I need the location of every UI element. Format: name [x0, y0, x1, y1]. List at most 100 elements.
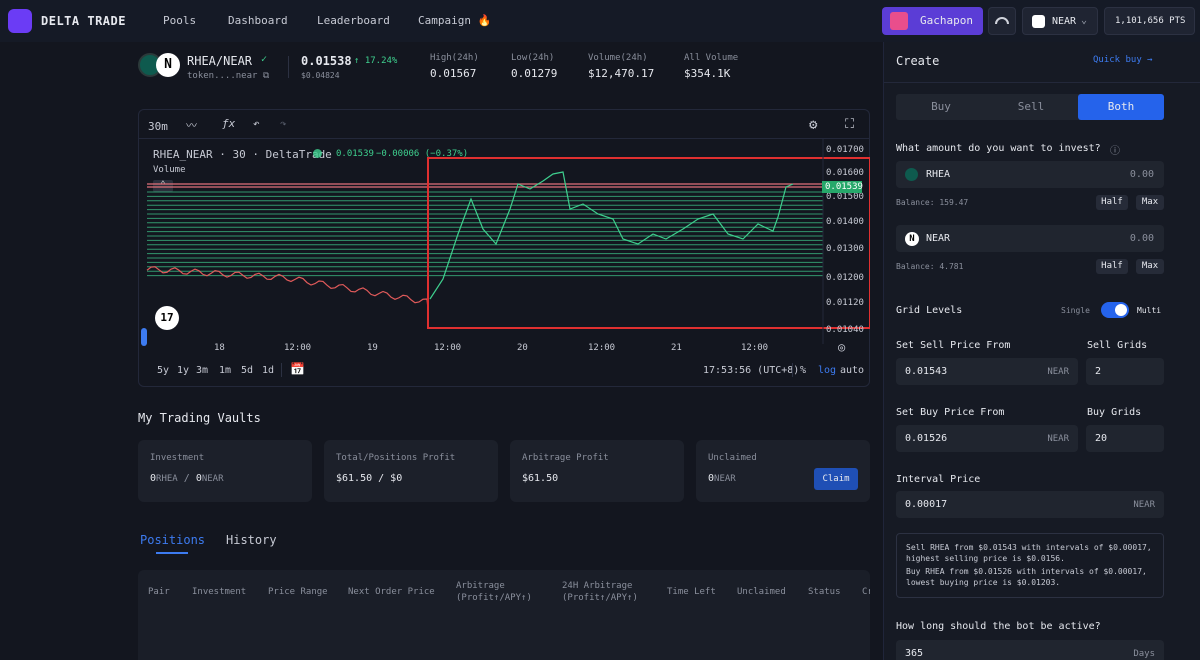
undo-icon[interactable]: ↶ [253, 117, 260, 130]
sell-grids-value: 2 [1095, 366, 1102, 377]
price-chart[interactable] [138, 109, 870, 387]
chart-time: 17:53:56 (UTC+8) [703, 365, 800, 376]
auto-toggle[interactable]: auto [840, 365, 865, 376]
stat-allvol-label: All Volume [684, 53, 739, 63]
near-unit: NEAR [201, 474, 224, 484]
price-change: ↑ 17.24% [354, 56, 398, 66]
scroll-handle[interactable] [141, 328, 147, 346]
network-label: NEAR [1052, 16, 1077, 27]
nav-campaign[interactable]: Campaign 🔥 [418, 14, 492, 27]
range-1d[interactable]: 1d [262, 365, 275, 376]
rhea-icon [905, 168, 918, 181]
collapse-icon[interactable]: ⌃ [153, 180, 173, 192]
interval-value: 0.00017 [905, 499, 948, 510]
fullscreen-icon[interactable]: ⛶ [845, 117, 855, 132]
gauge-icon [995, 17, 1009, 25]
stat-allvol-value: $354.1K [684, 67, 731, 80]
sell-price-input[interactable]: 0.01543 NEAR [896, 358, 1078, 385]
points-label: 1,101,656 PTS [1115, 16, 1186, 26]
range-5d[interactable]: 5d [241, 365, 254, 376]
buy-grids-input[interactable]: 20 [1086, 425, 1164, 452]
buy-price-input[interactable]: 0.01526 NEAR [896, 425, 1078, 452]
rhea-amount-input[interactable]: RHEA 0.00 [896, 161, 1164, 188]
tab-history[interactable]: History [226, 533, 277, 547]
col-header: Investment [192, 587, 247, 597]
x-tick: 21 [671, 343, 682, 353]
range-3m[interactable]: 3m [196, 365, 209, 376]
col-header: Pair [148, 587, 170, 597]
grid-mode-toggle[interactable] [1101, 302, 1129, 318]
tab-positions[interactable]: Positions [140, 533, 206, 547]
col-header: Status [808, 587, 841, 597]
create-title: Create [896, 54, 940, 68]
tradingview-logo-icon[interactable]: 17 [155, 306, 179, 330]
near-max-button[interactable]: Max [1136, 259, 1164, 274]
redo-icon[interactable]: ↷ [280, 117, 287, 130]
tab-both[interactable]: Both [1078, 94, 1164, 120]
unclaimed-value: 0NEAR [708, 473, 736, 484]
copy-icon[interactable]: ⧉ [262, 71, 270, 81]
info-icon[interactable]: ⓘ [1110, 146, 1120, 157]
x-tick: 18 [214, 343, 225, 353]
points-badge[interactable]: 1,101,656 PTS [1104, 7, 1195, 35]
stat-high-value: 0.01567 [430, 67, 477, 80]
tab-sell[interactable]: Sell [1017, 100, 1045, 113]
price-series-red [146, 266, 429, 310]
tab-buy[interactable]: Buy [931, 100, 951, 113]
interval-input[interactable]: 0.00017 NEAR [896, 491, 1164, 518]
chart-legend: RHEA_NEAR · 30 · DeltaTrade [153, 148, 332, 161]
sell-grids-input[interactable]: 2 [1086, 358, 1164, 385]
duration-input[interactable]: 365 Days [896, 640, 1164, 660]
log-toggle[interactable]: log [818, 365, 837, 376]
col-header: 24H Arbitrage (Profit↑/APY↑) [562, 581, 638, 603]
status-dot [313, 149, 322, 158]
near-amount: 0 [195, 473, 202, 484]
range-5y[interactable]: 5y [157, 365, 170, 376]
price-usd: $0.04824 [301, 71, 340, 80]
date-range-icon[interactable]: 📅 [290, 362, 305, 376]
chart-settings-icon[interactable]: ◎ [838, 340, 846, 354]
col-header: Arbitrage (Profit↑/APY↑) [456, 581, 532, 603]
vault-card-profit: Total/Positions Profit $61.50 / $0 [324, 440, 498, 502]
profile-button[interactable] [988, 7, 1016, 35]
nav-leaderboard[interactable]: Leaderboard [317, 14, 390, 27]
nav-dashboard[interactable]: Dashboard [228, 14, 288, 27]
col-header: Price Range [268, 587, 328, 597]
range-1m[interactable]: 1m [219, 365, 232, 376]
rhea-amount: 0 [150, 473, 157, 484]
separator: / [183, 473, 190, 484]
chevron-down-icon: ⌄ [1081, 15, 1088, 26]
divider [288, 56, 289, 78]
percent-toggle[interactable]: % [800, 365, 807, 376]
gachapon-label: Gachapon [920, 14, 973, 27]
settings-icon[interactable]: ⚙ [809, 117, 818, 133]
chart-plot [146, 139, 870, 344]
stat-low-label: Low(24h) [511, 53, 555, 63]
rhea-max-button[interactable]: Max [1136, 195, 1164, 210]
card-label: Total/Positions Profit [336, 453, 456, 463]
tab-active-indicator [156, 552, 188, 554]
chart-type-icon[interactable]: 〰 [186, 119, 197, 132]
sell-summary: Sell RHEA from $0.01543 with intervals o… [906, 543, 1152, 563]
card-label: Arbitrage Profit [522, 453, 609, 463]
nav-pools[interactable]: Pools [163, 14, 197, 27]
divider [281, 363, 282, 377]
vaults-title: My Trading Vaults [138, 411, 261, 425]
delta-logo-icon[interactable] [8, 9, 32, 33]
indicators-icon[interactable]: ƒx [222, 117, 236, 130]
gachapon-button[interactable]: Gachapon [882, 7, 983, 35]
interval-selector[interactable]: 30m [148, 120, 168, 133]
quick-buy-link[interactable]: Quick buy → [1093, 55, 1153, 65]
claim-button[interactable]: Claim [814, 468, 858, 490]
near-half-button[interactable]: Half [1096, 259, 1128, 274]
interval-label: Interval Price [896, 474, 981, 485]
x-tick: 20 [517, 343, 528, 353]
near-amount-input[interactable]: N NEAR 0.00 [896, 225, 1164, 252]
interval-unit: NEAR [1133, 500, 1155, 510]
network-selector[interactable]: NEAR ⌄ [1022, 7, 1098, 35]
rhea-unit: RHEA [156, 474, 178, 484]
rhea-half-button[interactable]: Half [1096, 195, 1128, 210]
y-tick: 0.01400 [826, 217, 864, 227]
range-1y[interactable]: 1y [177, 365, 190, 376]
gachapon-icon [890, 12, 908, 30]
